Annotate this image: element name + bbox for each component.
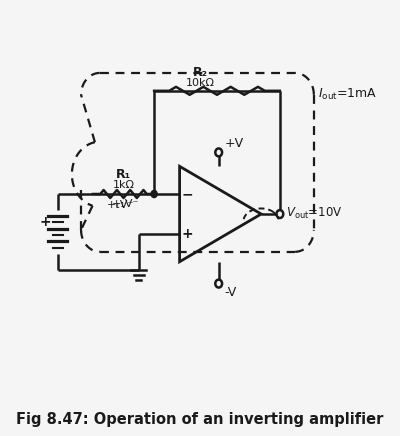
Text: +₁V⁻: +₁V⁻ <box>112 199 139 209</box>
Text: $V_{\mathregular{out}}$=10V: $V_{\mathregular{out}}$=10V <box>286 206 342 221</box>
Text: R₁: R₁ <box>116 168 131 181</box>
Text: Fig 8.47: Operation of an inverting amplifier: Fig 8.47: Operation of an inverting ampl… <box>16 412 384 427</box>
Text: $\mathit{I}_{\mathregular{out}}$=1mA: $\mathit{I}_{\mathregular{out}}$=1mA <box>318 87 377 102</box>
Text: 10kΩ: 10kΩ <box>186 78 214 88</box>
Text: R₂: R₂ <box>192 66 208 79</box>
Text: -V: -V <box>225 286 237 299</box>
Circle shape <box>217 281 220 286</box>
Text: +₁V⁻: +₁V⁻ <box>106 200 134 210</box>
Circle shape <box>278 212 282 216</box>
Text: +: + <box>181 227 193 241</box>
Circle shape <box>151 191 157 198</box>
Text: +: + <box>39 215 51 229</box>
Circle shape <box>217 150 220 155</box>
Text: +V: +V <box>225 137 244 150</box>
Text: −: − <box>181 187 193 201</box>
Text: 1kΩ: 1kΩ <box>112 180 134 190</box>
